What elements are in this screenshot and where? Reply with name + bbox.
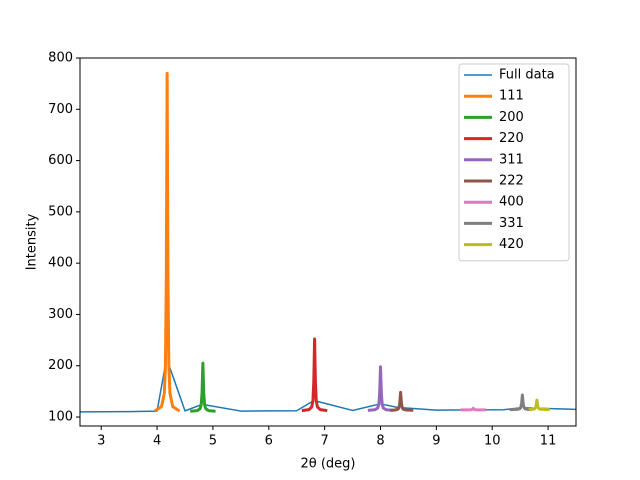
series-line [301, 337, 328, 413]
series-line [390, 390, 414, 412]
x-tick-label: 10 [484, 434, 501, 449]
x-tick-label: 7 [321, 434, 329, 449]
legend-label: 400 [499, 195, 524, 210]
x-tick-label: 8 [376, 434, 384, 449]
legend-label: 311 [499, 152, 524, 167]
y-tick-label: 200 [48, 358, 73, 373]
legend-label: Full data [499, 68, 555, 83]
axes-frame [79, 57, 577, 427]
x-tick-label: 11 [540, 434, 557, 449]
series-line [367, 365, 394, 412]
legend-label: 220 [499, 131, 524, 146]
x-tick-label: 6 [265, 434, 273, 449]
x-tick-label: 3 [97, 434, 105, 449]
legend-label: 222 [499, 174, 524, 189]
plot-area [80, 71, 576, 413]
x-tick-label: 4 [153, 434, 161, 449]
y-tick-label: 400 [48, 256, 73, 271]
legend-label: 200 [499, 110, 524, 125]
series-line [153, 71, 181, 413]
series-line [509, 393, 532, 412]
y-tick-label: 300 [48, 307, 73, 322]
y-axis-label: Intensity [25, 213, 40, 270]
x-tick-label: 9 [432, 434, 440, 449]
y-tick-label: 800 [48, 51, 73, 66]
legend-label: 420 [499, 237, 524, 252]
y-tick-label: 500 [48, 204, 73, 219]
y-tick-label: 100 [48, 410, 73, 425]
series-line [460, 406, 486, 412]
y-tick-label: 600 [48, 153, 73, 168]
legend-box [458, 63, 570, 262]
legend-label: 331 [499, 216, 524, 231]
series-line [190, 361, 216, 413]
x-tick-label: 5 [209, 434, 217, 449]
x-axis-label: 2θ (deg) [300, 457, 355, 472]
y-tick-label: 700 [48, 102, 73, 117]
legend-label: 111 [499, 89, 524, 104]
series-line [528, 398, 550, 412]
